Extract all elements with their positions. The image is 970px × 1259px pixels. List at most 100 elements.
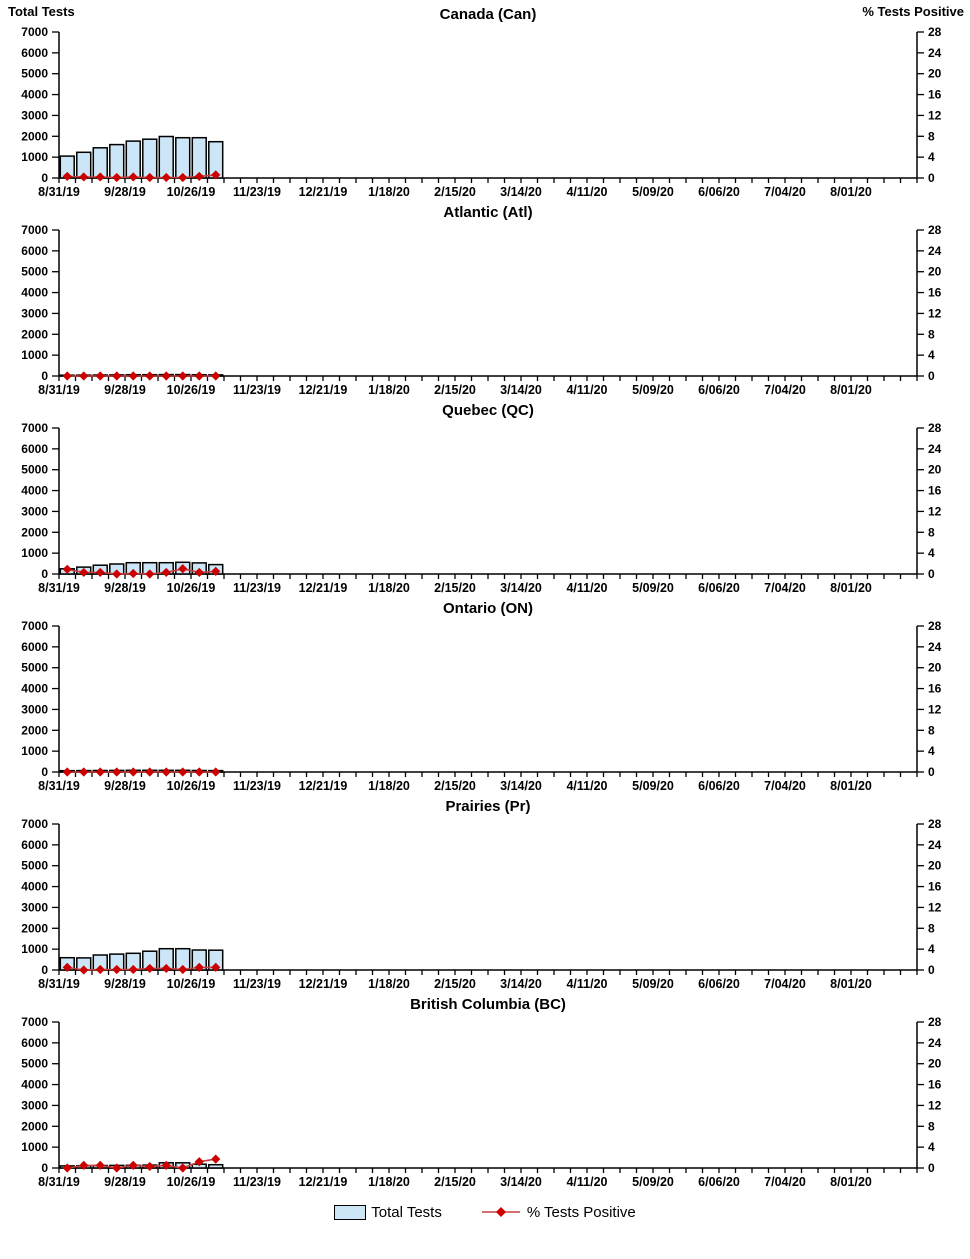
svg-text:3000: 3000 — [21, 702, 48, 716]
svg-text:16: 16 — [928, 1078, 942, 1092]
chart-panels: Canada (Can) 0 1000 2000 3000 4000 5000 6000 700… — [0, 2, 970, 1190]
panel-prairies: Prairies (Pr) 0 1000 2000 3000 4000 5000 6000 70… — [0, 794, 970, 992]
svg-text:10/26/19: 10/26/19 — [167, 779, 216, 793]
svg-text:1000: 1000 — [21, 1140, 48, 1154]
total-tests-bars — [59, 947, 224, 971]
svg-text:0: 0 — [41, 765, 48, 779]
diamond-marker — [211, 767, 221, 777]
svg-text:9/28/19: 9/28/19 — [104, 977, 146, 991]
svg-text:2/15/20: 2/15/20 — [434, 383, 476, 397]
bar-swatch-icon — [334, 1204, 367, 1220]
svg-text:16: 16 — [928, 484, 942, 498]
panel-atlantic: Atlantic (Atl) 0 1000 2000 3000 4000 5000 6000 7… — [0, 200, 970, 398]
diamond-marker — [161, 963, 171, 974]
svg-text:5000: 5000 — [21, 265, 48, 279]
diamond-marker — [194, 171, 204, 182]
svg-text:24: 24 — [928, 1036, 942, 1050]
svg-text:8/31/19: 8/31/19 — [38, 977, 80, 991]
diamond-marker — [161, 1160, 171, 1170]
svg-text:28: 28 — [928, 25, 942, 39]
svg-text:8/01/20: 8/01/20 — [830, 185, 872, 199]
svg-text:8: 8 — [928, 723, 935, 737]
svg-text:4000: 4000 — [21, 1078, 48, 1092]
diamond-marker — [161, 767, 171, 777]
svg-text:1000: 1000 — [21, 942, 48, 956]
pct-positive-markers — [62, 767, 221, 777]
pct-positive-markers — [62, 371, 221, 381]
diamond-marker — [62, 767, 72, 777]
svg-text:11/23/19: 11/23/19 — [233, 383, 281, 397]
diamond-marker — [178, 964, 188, 975]
diamond-marker — [128, 767, 138, 777]
svg-text:3/14/20: 3/14/20 — [500, 581, 542, 595]
svg-text:16: 16 — [928, 682, 942, 696]
diamond-marker — [145, 172, 155, 183]
svg-text:8/31/19: 8/31/19 — [38, 581, 80, 595]
svg-text:2000: 2000 — [21, 327, 48, 341]
svg-text:10/26/19: 10/26/19 — [167, 185, 216, 199]
diamond-marker — [178, 371, 188, 381]
svg-text:12/21/19: 12/21/19 — [299, 779, 348, 793]
svg-text:12: 12 — [928, 1098, 942, 1112]
svg-text:1/18/20: 1/18/20 — [368, 383, 410, 397]
line-diamond-swatch-icon — [481, 1207, 520, 1217]
svg-text:6000: 6000 — [21, 442, 48, 456]
svg-text:6000: 6000 — [21, 640, 48, 654]
diamond-marker — [178, 172, 188, 183]
diamond-marker — [211, 1154, 221, 1164]
svg-text:20: 20 — [928, 67, 942, 81]
panel-svg-ontario: Ontario (ON) 0 1000 2000 3000 4000 5000 6000 700… — [21, 600, 942, 793]
svg-text:20: 20 — [928, 661, 942, 675]
svg-text:8/31/19: 8/31/19 — [38, 1175, 80, 1189]
svg-text:28: 28 — [928, 223, 942, 237]
diamond-marker — [112, 371, 122, 381]
diamond-marker — [95, 964, 105, 975]
pct-positive-line — [67, 1158, 216, 1169]
svg-text:10/26/19: 10/26/19 — [167, 1175, 216, 1189]
svg-text:12: 12 — [928, 900, 942, 914]
svg-text:12/21/19: 12/21/19 — [299, 383, 348, 397]
svg-text:3/14/20: 3/14/20 — [500, 185, 542, 199]
svg-text:5000: 5000 — [21, 1057, 48, 1071]
total-tests-bars — [59, 135, 224, 179]
svg-text:7000: 7000 — [21, 817, 48, 831]
diamond-marker — [112, 172, 122, 183]
svg-text:16: 16 — [928, 286, 942, 300]
svg-text:5/09/20: 5/09/20 — [632, 1175, 674, 1189]
svg-text:3/14/20: 3/14/20 — [500, 779, 542, 793]
svg-text:0: 0 — [41, 567, 48, 581]
svg-text:8: 8 — [928, 525, 935, 539]
svg-text:1000: 1000 — [21, 348, 48, 362]
svg-text:8/01/20: 8/01/20 — [830, 1175, 872, 1189]
svg-text:4/11/20: 4/11/20 — [566, 383, 607, 397]
svg-text:10/26/19: 10/26/19 — [167, 581, 216, 595]
svg-text:2000: 2000 — [21, 129, 48, 143]
svg-text:4000: 4000 — [21, 682, 48, 696]
panel-title: British Columbia (BC) — [410, 996, 566, 1013]
legend-total-tests: Total Tests — [334, 1204, 442, 1221]
svg-text:6000: 6000 — [21, 46, 48, 60]
svg-text:6/06/20: 6/06/20 — [698, 779, 740, 793]
svg-text:12/21/19: 12/21/19 — [299, 1175, 348, 1189]
diamond-marker — [145, 767, 155, 777]
svg-text:2/15/20: 2/15/20 — [434, 185, 476, 199]
svg-text:5/09/20: 5/09/20 — [632, 977, 674, 991]
panel-quebec: Quebec (QC) 0 1000 2000 3000 4000 5000 6000 7000… — [0, 398, 970, 596]
svg-text:4/11/20: 4/11/20 — [566, 977, 607, 991]
svg-text:0: 0 — [928, 765, 935, 779]
svg-text:6000: 6000 — [21, 1036, 48, 1050]
diamond-marker — [112, 964, 122, 975]
svg-text:4000: 4000 — [21, 286, 48, 300]
svg-text:9/28/19: 9/28/19 — [104, 581, 146, 595]
svg-text:8/01/20: 8/01/20 — [830, 779, 872, 793]
svg-text:8: 8 — [928, 327, 935, 341]
legend-pct-positive: % Tests Positive — [480, 1204, 636, 1221]
svg-text:0: 0 — [928, 963, 935, 977]
svg-text:28: 28 — [928, 421, 942, 435]
svg-text:24: 24 — [928, 838, 942, 852]
svg-text:12: 12 — [928, 306, 942, 320]
svg-text:12/21/19: 12/21/19 — [299, 581, 348, 595]
diamond-marker — [128, 964, 138, 975]
diamond-marker — [194, 567, 204, 578]
diamond-marker — [112, 767, 122, 777]
